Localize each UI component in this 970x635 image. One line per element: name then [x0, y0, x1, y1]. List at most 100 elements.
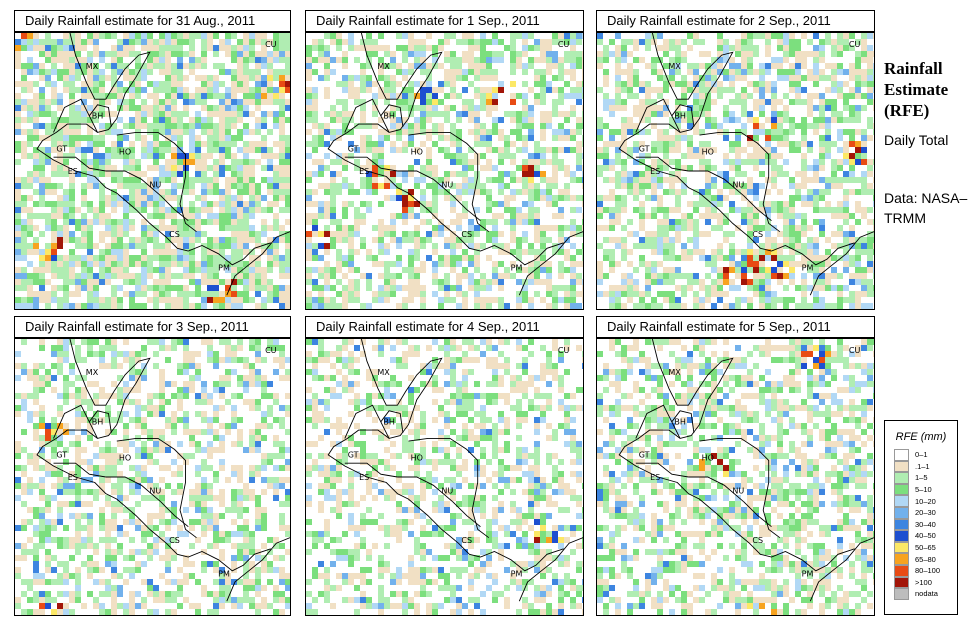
coastline — [327, 33, 564, 266]
country-border — [53, 156, 106, 172]
country-label-cu: CU — [558, 40, 570, 49]
coastline — [518, 537, 583, 602]
country-border — [344, 156, 398, 172]
rainfall-map-4: CU MX BH GT HO ES NU CS PM — [14, 338, 291, 616]
coastline — [36, 33, 271, 266]
legend-label: 50–65 — [915, 543, 936, 553]
country-border — [88, 410, 112, 433]
rainfall-map-6: CU MX BH GT HO ES NU CS PM — [596, 338, 875, 616]
country-border — [344, 404, 390, 439]
country-label-cs: CS — [752, 536, 763, 545]
country-label-es: ES — [68, 473, 78, 482]
legend-item: 80–100 — [894, 564, 957, 577]
coastline — [809, 537, 874, 602]
legend-label: .1–1 — [915, 461, 930, 471]
rfe-legend: RFE (mm) 0–1.1–1 1–5 5–10 10–20 20–30 30–40 40… — [884, 420, 958, 615]
country-label-mx: MX — [86, 368, 99, 377]
country-label-bh: BH — [92, 418, 104, 427]
panel-title-2: Daily Rainfall estimate for 1 Sep., 2011 — [305, 10, 584, 32]
country-label-gt: GT — [639, 145, 650, 154]
country-border — [743, 195, 772, 222]
country-label-bh: BH — [92, 112, 104, 121]
country-label-nu: NU — [441, 487, 453, 496]
legend-label: >100 — [915, 577, 932, 587]
legend-swatch — [894, 541, 909, 554]
legend-item: nodata — [894, 588, 957, 600]
legend-swatch — [894, 588, 909, 600]
country-border — [397, 170, 454, 197]
country-label-mx: MX — [86, 62, 99, 71]
country-label-gt: GT — [348, 145, 359, 154]
rainfall-grid — [15, 339, 290, 615]
country-label-cu: CU — [265, 40, 277, 49]
panel-title-5: Daily Rainfall estimate for 4 Sep., 2011 — [305, 316, 584, 338]
legend-item: 40–50 — [894, 530, 957, 542]
country-label-ho: HO — [411, 147, 423, 156]
country-border — [380, 410, 404, 433]
coastline — [518, 231, 583, 296]
country-border — [344, 98, 390, 133]
legend-swatch — [894, 506, 909, 519]
country-border — [344, 462, 398, 478]
country-border — [635, 156, 689, 172]
legend-swatch — [894, 564, 909, 577]
legend-label: 1–5 — [915, 473, 928, 483]
country-border — [688, 476, 745, 503]
country-label-bh: BH — [383, 112, 395, 121]
coastline — [618, 33, 855, 266]
country-label-cs: CS — [169, 230, 180, 239]
legend-item: 50–65 — [894, 541, 957, 554]
country-label-nu: NU — [149, 487, 161, 496]
country-label-bh: BH — [674, 418, 686, 427]
legend-label: nodata — [915, 589, 938, 599]
country-border — [53, 98, 98, 133]
rainfall-grid — [597, 33, 874, 309]
legend-swatch — [894, 518, 909, 531]
legend-item: 1–5 — [894, 472, 957, 484]
data-source: Data: NASA–TRMM — [884, 190, 968, 226]
country-label-ho: HO — [119, 453, 131, 462]
country-label-es: ES — [68, 167, 78, 176]
country-label-ho: HO — [702, 453, 714, 462]
legend-item: 65–80 — [894, 553, 957, 565]
legend-label: 20–30 — [915, 508, 936, 518]
coastline — [226, 231, 290, 296]
country-label-es: ES — [650, 473, 660, 482]
country-border — [105, 170, 162, 197]
country-border — [380, 104, 404, 127]
country-border — [671, 104, 695, 127]
legend-swatch — [894, 530, 909, 542]
country-label-gt: GT — [56, 451, 67, 460]
panel-title-1: Daily Rainfall estimate for 31 Aug., 201… — [14, 10, 291, 32]
country-label-gt: GT — [639, 451, 650, 460]
country-label-mx: MX — [668, 62, 681, 71]
country-border — [160, 501, 189, 528]
rainfall-map-3: CU MX BH GT HO ES NU CS PM — [596, 32, 875, 310]
rainfall-grid — [306, 33, 583, 309]
country-label-es: ES — [359, 167, 369, 176]
country-label-pm: PM — [511, 569, 523, 578]
country-border — [452, 195, 481, 222]
country-label-cs: CS — [461, 230, 472, 239]
country-label-pm: PM — [802, 263, 814, 272]
coastline — [809, 231, 874, 296]
legend-label: 65–80 — [915, 554, 936, 564]
country-border — [160, 195, 189, 222]
coastline — [226, 537, 290, 602]
country-border — [688, 170, 745, 197]
country-label-mx: MX — [668, 368, 681, 377]
legend-swatch — [894, 449, 909, 461]
country-label-gt: GT — [56, 145, 67, 154]
panel-title-6: Daily Rainfall estimate for 5 Sep., 2011 — [596, 316, 875, 338]
country-label-es: ES — [359, 473, 369, 482]
legend-item: 30–40 — [894, 518, 957, 531]
country-label-mx: MX — [377, 62, 390, 71]
country-label-nu: NU — [441, 181, 453, 190]
legend-swatch — [894, 576, 909, 589]
country-label-pm: PM — [218, 263, 230, 272]
country-label-nu: NU — [732, 487, 744, 496]
legend-swatch — [894, 472, 909, 484]
country-label-cs: CS — [461, 536, 472, 545]
rainfall-grid — [306, 339, 583, 615]
country-label-cu: CU — [265, 346, 277, 355]
